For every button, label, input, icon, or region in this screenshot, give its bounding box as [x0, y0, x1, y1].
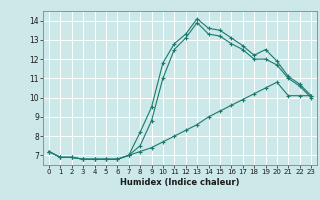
X-axis label: Humidex (Indice chaleur): Humidex (Indice chaleur) [120, 178, 240, 187]
